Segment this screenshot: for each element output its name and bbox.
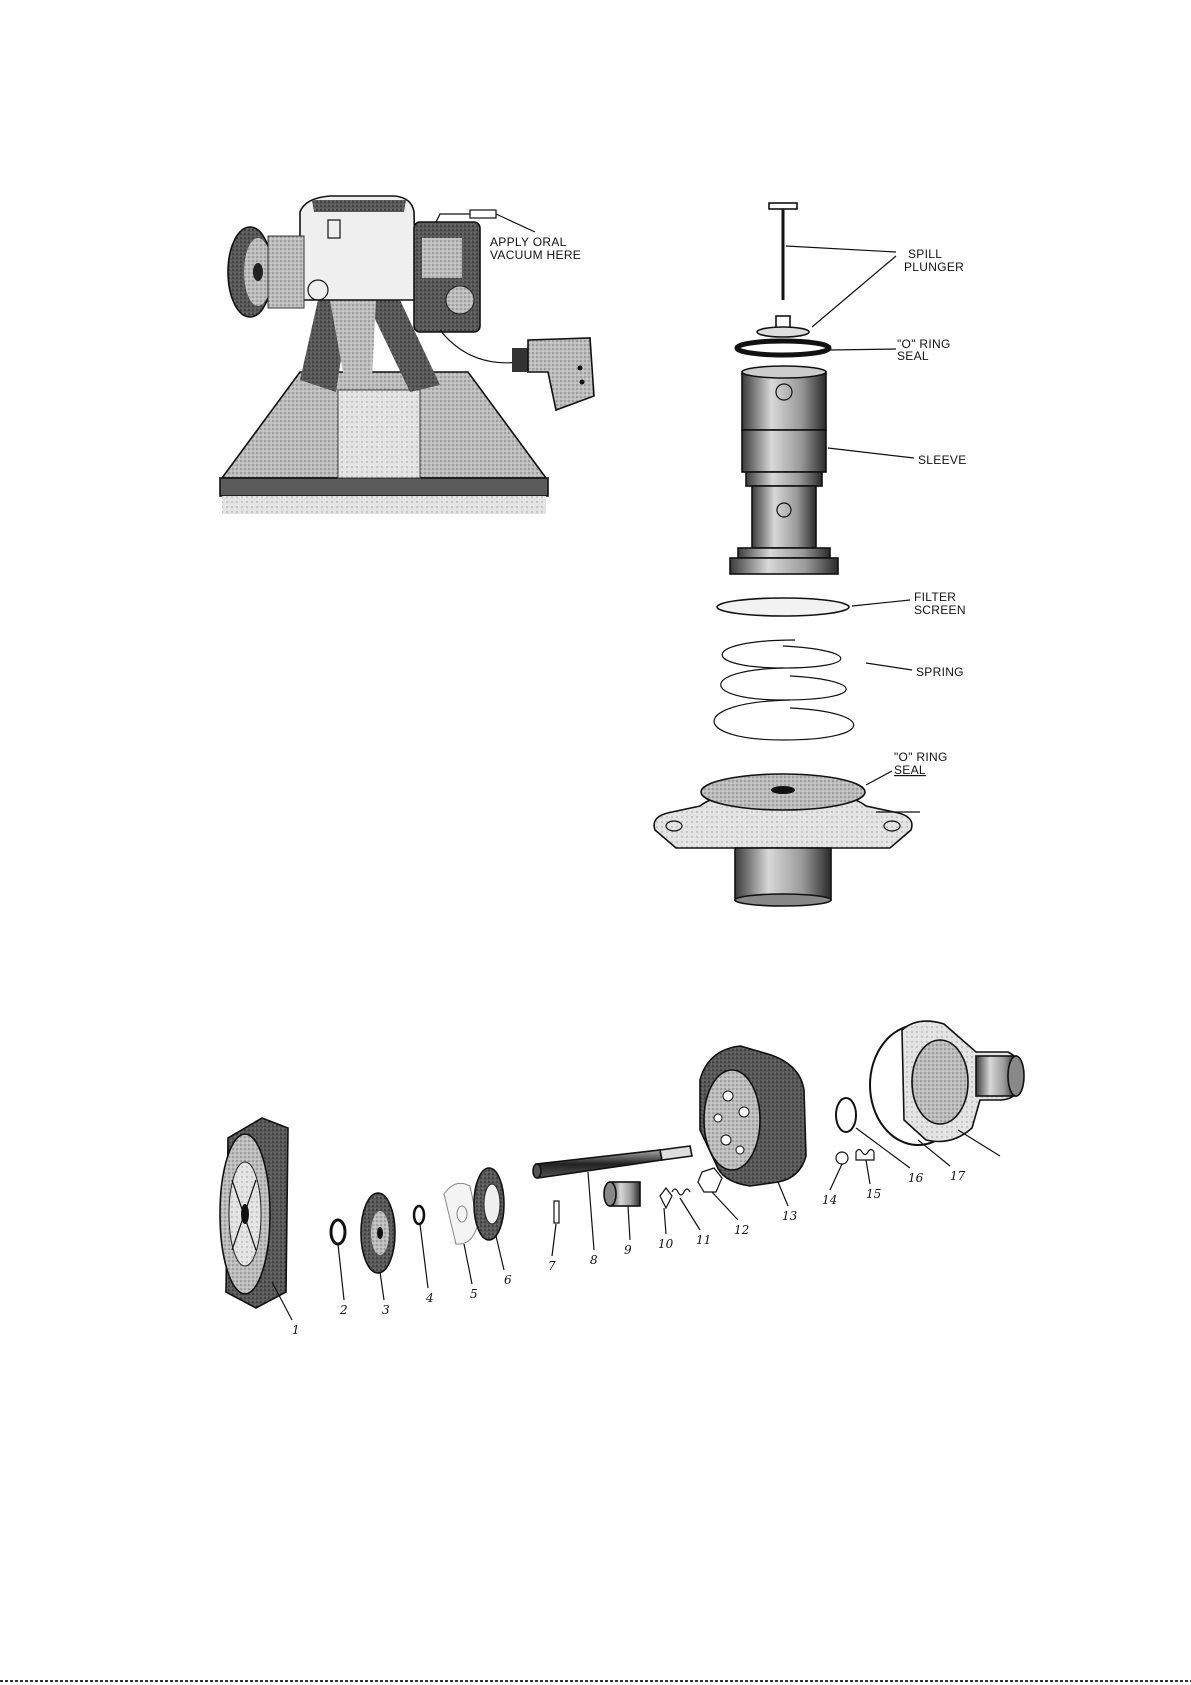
spill-valve-labels: SPILL PLUNGER "O" RING SEAL SLEEVE FILTE… [894, 247, 967, 777]
spill-valve-exploded-figure: SPILL PLUNGER "O" RING SEAL SLEEVE FILTE… [653, 202, 967, 907]
part-number-10: 10 [658, 1237, 674, 1251]
spring [713, 639, 855, 741]
part-5-cam [443, 1182, 479, 1245]
filter-screen [716, 597, 850, 617]
label-spring: SPRING [916, 665, 964, 679]
part-number-16: 16 [908, 1171, 924, 1185]
part-number-2: 2 [339, 1303, 348, 1317]
part-number-7: 7 [548, 1259, 556, 1273]
sleeve [729, 365, 839, 575]
label-sleeve: SLEEVE [918, 453, 967, 467]
part-13-pump-body [699, 1045, 807, 1187]
part-number-9: 9 [624, 1243, 632, 1257]
test-stand-base [219, 371, 549, 514]
part-number-3: 3 [382, 1303, 390, 1317]
part-number-13: 13 [782, 1209, 798, 1223]
label-filter-screen-2: SCREEN [914, 603, 966, 617]
part-1-drive-drum [219, 1117, 289, 1309]
part-number-11: 11 [696, 1233, 711, 1247]
flywheel [227, 226, 305, 318]
parts-leader-lines [271, 1127, 1001, 1321]
engine-block [299, 195, 417, 301]
part-number-4: 4 [425, 1291, 434, 1305]
label-filter-screen-1: FILTER [914, 590, 956, 604]
callout-line-1: APPLY ORAL [490, 235, 567, 249]
engine-test-stand-figure: APPLY ORAL VACUUM HERE [219, 195, 595, 514]
label-o-ring-top-2: SEAL [897, 349, 929, 363]
part-number-17: 17 [950, 1169, 966, 1183]
engine-mount-legs [300, 300, 440, 392]
part-number-15: 15 [866, 1187, 881, 1201]
vacuum-tube [435, 209, 497, 223]
part-8-drive-shaft [532, 1145, 693, 1179]
label-o-ring-bottom-2: SEAL [894, 763, 926, 777]
part-number-14: 14 [822, 1193, 837, 1207]
label-spill-plunger-2: PLUNGER [904, 260, 964, 274]
part-15-plug [855, 1148, 875, 1161]
part-number-labels: 1 2 3 4 5 6 7 8 9 10 11 12 13 14 15 16 1… [292, 1169, 966, 1337]
part-number-12: 12 [734, 1223, 749, 1237]
part-11-small-spring [671, 1188, 691, 1196]
part-4-seal-ring [412, 1204, 426, 1226]
apply-oral-vacuum-callout: APPLY ORAL VACUUM HERE [490, 213, 581, 262]
part-number-1: 1 [292, 1323, 300, 1337]
part-6-pressure-disc [473, 1167, 505, 1241]
part-number-5: 5 [470, 1287, 478, 1301]
carburetor-assembly [413, 221, 595, 412]
part-number-8: 8 [590, 1253, 598, 1267]
callout-line-2: VACUUM HERE [490, 248, 581, 262]
spill-valve-leader-lines [785, 245, 920, 813]
label-spill-plunger-1: SPILL [908, 247, 942, 261]
part-10-retainer [659, 1187, 673, 1210]
part-9-bushing [603, 1181, 641, 1207]
part-14-check-ball [835, 1151, 849, 1165]
spill-valve-housing [653, 773, 913, 907]
part-2-washer [329, 1218, 347, 1246]
exploded-parts-figure: 1 2 3 4 5 6 7 8 9 10 11 12 13 14 15 16 1… [219, 1020, 1025, 1337]
label-o-ring-top-1: "O" RING [897, 337, 951, 351]
o-ring-seal-top [734, 338, 832, 358]
part-17-end-housing [869, 1020, 1025, 1146]
spill-plunger [756, 202, 810, 338]
part-12-nut [697, 1167, 723, 1193]
part-3-cam-plate [360, 1192, 396, 1274]
part-16-o-ring [835, 1097, 857, 1133]
label-o-ring-bottom-1: "O" RING [894, 750, 948, 764]
part-7-pin [553, 1200, 560, 1224]
part-number-6: 6 [504, 1273, 512, 1287]
